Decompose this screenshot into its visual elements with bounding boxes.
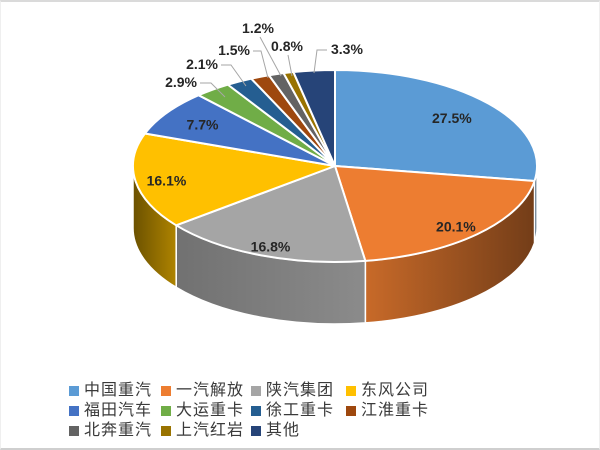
legend-swatch-10 <box>251 426 261 436</box>
pie-slice-1[interactable] <box>334 165 536 262</box>
leader-line-9 <box>287 54 293 77</box>
pie-slice-3[interactable] <box>132 132 336 227</box>
legend-swatch-4 <box>69 406 79 416</box>
legend-label-6: 徐工重卡 <box>266 402 335 419</box>
legend-item-3[interactable]: 东风公司 <box>346 383 429 399</box>
legend-item-10[interactable]: 其他 <box>251 423 300 439</box>
data-label-8: 1.2% <box>242 20 274 36</box>
legend-item-2[interactable]: 陕汽集团 <box>251 383 334 399</box>
legend-swatch-6 <box>251 406 261 416</box>
legend-label-10: 其他 <box>266 422 301 439</box>
legend-label-9: 上汽红岩 <box>176 422 245 439</box>
legend-label-3: 东风公司 <box>361 382 430 399</box>
legend-label-2: 陕汽集团 <box>266 382 335 399</box>
data-label-1: 20.1% <box>436 218 476 234</box>
legend-item-9[interactable]: 上汽红岩 <box>161 423 244 439</box>
leader-line-6 <box>221 64 247 87</box>
data-label-9: 0.8% <box>271 38 303 54</box>
legend-label-8: 北奔重汽 <box>84 422 153 439</box>
legend-swatch-9 <box>161 426 171 436</box>
legend-swatch-8 <box>69 426 79 436</box>
legend-label-1: 一汽解放 <box>176 382 245 399</box>
legend-swatch-0 <box>69 386 79 396</box>
legend-label-0: 中国重汽 <box>84 382 153 399</box>
legend-swatch-3 <box>346 386 356 396</box>
legend-item-4[interactable]: 福田汽车 <box>69 403 152 419</box>
legend-item-5[interactable]: 大运重卡 <box>161 403 244 419</box>
data-label-5: 2.9% <box>165 74 197 90</box>
pie-slice-4[interactable] <box>143 94 336 167</box>
data-label-6: 2.1% <box>186 56 218 72</box>
data-label-4: 7.7% <box>187 116 219 132</box>
leader-line-10 <box>313 49 327 74</box>
legend-item-1[interactable]: 一汽解放 <box>161 383 244 399</box>
legend-swatch-7 <box>346 406 356 416</box>
legend-label-7: 江淮重卡 <box>361 402 430 419</box>
legend-item-8[interactable]: 北奔重汽 <box>69 423 152 439</box>
legend-label-4: 福田汽车 <box>84 402 153 419</box>
pie-slice-2[interactable] <box>175 165 367 263</box>
data-label-0: 27.5% <box>432 110 472 126</box>
leader-line-8 <box>259 36 282 77</box>
legend-swatch-1 <box>161 386 171 396</box>
legend-item-0[interactable]: 中国重汽 <box>69 383 152 399</box>
legend-item-7[interactable]: 江淮重卡 <box>346 403 429 419</box>
data-label-3: 16.1% <box>147 172 187 188</box>
data-label-7: 1.5% <box>218 42 250 58</box>
pie-slice-0[interactable] <box>334 69 538 183</box>
leader-line-5 <box>200 82 226 98</box>
legend-label-5: 大运重卡 <box>176 402 245 419</box>
leader-line-7 <box>253 50 269 79</box>
data-label-2: 16.8% <box>251 238 291 254</box>
legend-item-6[interactable]: 徐工重卡 <box>251 403 334 419</box>
legend-swatch-5 <box>161 406 171 416</box>
legend-swatch-2 <box>251 386 261 396</box>
data-label-10: 3.3% <box>331 41 363 57</box>
